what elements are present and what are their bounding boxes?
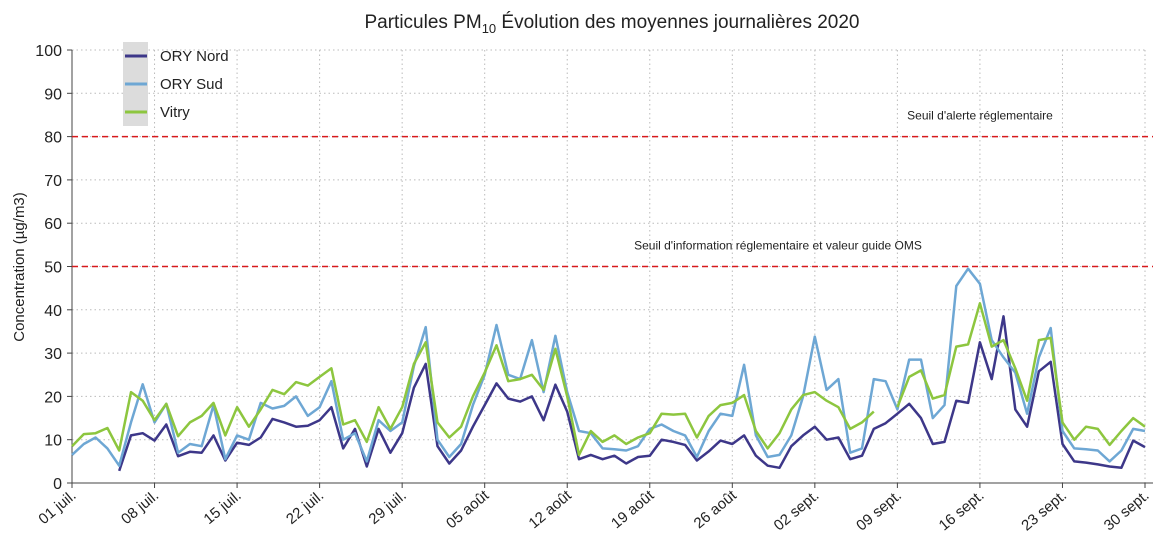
- x-tick-label: 12 août: [526, 487, 576, 533]
- x-tick-label: 09 sept.: [853, 487, 905, 534]
- x-tick-label: 05 août: [443, 487, 493, 533]
- title-part: Particules PM: [364, 12, 481, 33]
- chart-title: Particules PM10 Évolution des moyennes j…: [364, 12, 859, 36]
- x-tick-label: 16 sept.: [936, 487, 988, 534]
- x-tick-label: 29 juil.: [366, 487, 410, 528]
- title-part: Évolution des moyennes journalières 2020: [496, 12, 859, 33]
- y-axis-label: Concentration (µg/m3): [11, 192, 28, 342]
- x-tick-label: 30 sept.: [1101, 487, 1153, 534]
- y-tick-label: 70: [44, 173, 62, 190]
- threshold-label: Seuil d'information réglementaire et val…: [634, 239, 922, 253]
- x-tick-label: 08 juil.: [118, 487, 162, 528]
- y-tick-label: 90: [44, 86, 62, 103]
- y-tick-label: 30: [44, 346, 62, 363]
- x-tick-label: 22 juil.: [283, 487, 327, 528]
- y-tick-label: 20: [44, 389, 62, 406]
- y-tick-label: 0: [53, 476, 62, 493]
- x-tick-label: 23 sept.: [1018, 487, 1070, 534]
- y-tick-label: 100: [35, 43, 62, 60]
- legend-label: ORY Nord: [160, 48, 229, 65]
- x-tick-label: 15 juil.: [201, 487, 245, 528]
- x-tick-label: 19 août: [608, 487, 658, 533]
- y-tick-label: 80: [44, 130, 62, 147]
- threshold-label: Seuil d'alerte réglementaire: [907, 109, 1053, 123]
- x-tick-label: 01 juil.: [35, 487, 79, 528]
- series-line: [118, 315, 1146, 472]
- y-tick-label: 40: [44, 303, 62, 320]
- title-subscript: 10: [482, 21, 496, 36]
- y-tick-label: 60: [44, 216, 62, 233]
- series-line: [71, 302, 1146, 457]
- x-tick-label: 26 août: [691, 487, 741, 533]
- series-line: [71, 267, 1146, 467]
- x-tick-label: 02 sept.: [771, 487, 823, 534]
- legend-label: Vitry: [160, 104, 190, 121]
- y-tick-label: 10: [44, 433, 62, 450]
- legend-label: ORY Sud: [160, 76, 223, 93]
- y-tick-label: 50: [44, 260, 62, 277]
